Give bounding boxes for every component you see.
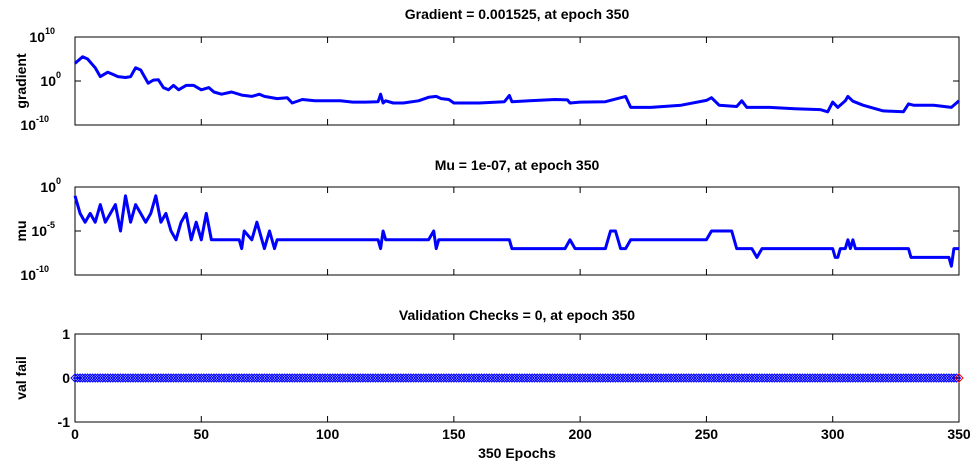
gradient-series-line: [74, 55, 960, 114]
y-tick-label: 1010: [29, 26, 55, 45]
x-tick-label: 250: [695, 426, 719, 442]
y-tick-label: 100: [40, 176, 61, 195]
x-tick-label: 100: [316, 426, 340, 442]
x-axis-label: 350 Epochs: [478, 445, 556, 461]
y-tick-base: 10: [40, 179, 56, 195]
y-tick-label: 0: [62, 370, 70, 386]
y-tick-base: 10: [29, 29, 45, 45]
y-tick-label: 10-10: [20, 264, 49, 283]
gradient-x-tickmarks: [74, 37, 960, 125]
y-tick-base: 10: [20, 267, 36, 283]
validation-markers: [70, 373, 964, 383]
y-tick-label: -1: [58, 414, 71, 430]
y-tick-base: 10: [20, 117, 36, 133]
y-tick-exponent: -10: [36, 114, 49, 124]
gradient-ylabel: gradient: [13, 53, 29, 109]
validation-title: Validation Checks = 0, at epoch 350: [399, 307, 635, 323]
x-tick-label: 200: [568, 426, 592, 442]
y-tick-label: 100: [40, 70, 61, 89]
y-tick-exponent: -10: [36, 264, 49, 274]
y-tick-label: 1: [62, 326, 70, 342]
x-tick-label: 300: [821, 426, 845, 442]
mu-series-line: [73, 194, 959, 268]
y-tick-base: 10: [40, 73, 56, 89]
x-tick-label: 0: [71, 426, 79, 442]
y-tick-exponent: 10: [45, 26, 55, 36]
validation-x-ticks: 0 50 100 150 200 250 300 350: [71, 334, 971, 442]
y-tick-exponent: 0: [56, 176, 61, 186]
y-tick-exponent: -5: [47, 220, 55, 230]
y-tick-label: 10-5: [31, 220, 55, 239]
validation-point: [951, 373, 962, 383]
x-tick-label: 350: [947, 426, 971, 442]
gradient-panel: Gradient = 0.001525, at epoch 350 101010…: [13, 6, 960, 133]
gradient-title: Gradient = 0.001525, at epoch 350: [405, 6, 630, 22]
mu-axes: [74, 186, 960, 276]
x-tick-label: 50: [193, 426, 209, 442]
validation-ylabel: val fail: [13, 356, 29, 400]
y-tick-base: 10: [31, 223, 47, 239]
mu-title: Mu = 1e-07, at epoch 350: [435, 157, 600, 173]
y-tick-label: 10-10: [20, 114, 49, 133]
mu-x-tickmarks: [74, 187, 960, 275]
x-tick-label: 150: [442, 426, 466, 442]
validation-point: [954, 373, 964, 383]
validation-panel: Validation Checks = 0, at epoch 350 10-1…: [13, 307, 971, 461]
y-tick-exponent: 0: [56, 70, 61, 80]
mu-ylabel: mu: [13, 221, 29, 242]
